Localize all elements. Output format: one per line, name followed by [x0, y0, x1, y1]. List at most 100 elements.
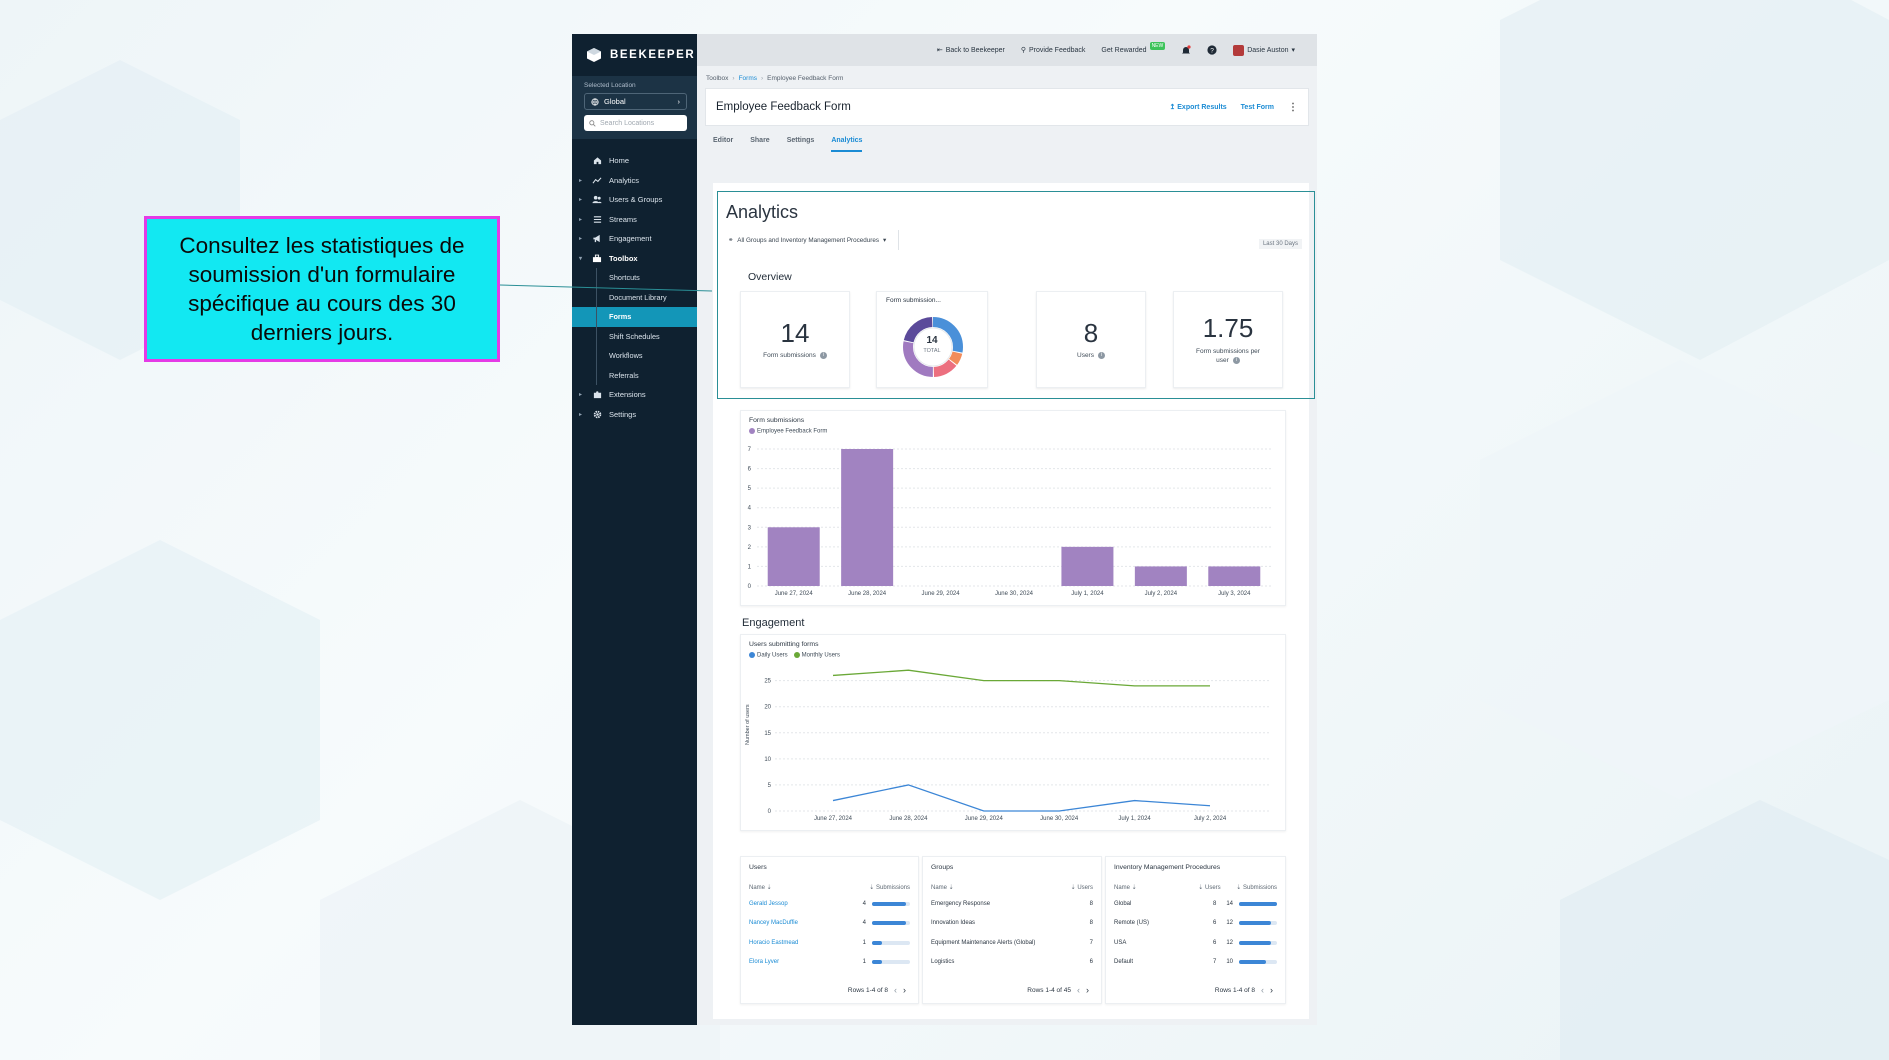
table-row[interactable]: Elora Lyver 1	[749, 953, 910, 973]
date-range-badge[interactable]: Last 30 Days	[1258, 239, 1302, 249]
table-row[interactable]: Equipment Maintenance Alerts (Global) 7	[931, 933, 1093, 953]
group-filter-select[interactable]: ⚭ All Groups and Inventory Management Pr…	[728, 237, 886, 244]
col-header-name[interactable]: Name ⇣	[749, 884, 772, 891]
row-value: 1	[862, 959, 866, 966]
location-search[interactable]: Search Locations	[584, 115, 687, 131]
prev-page-icon[interactable]: ‹	[1261, 985, 1264, 995]
tab-editor[interactable]: Editor	[713, 136, 734, 144]
back-to-beekeeper-link[interactable]: ⇤ Back to Beekeeper	[937, 46, 1005, 55]
caret-right-icon: ▸	[579, 236, 583, 243]
table-row[interactable]: Innovation Ideas 8	[931, 914, 1093, 934]
table-row[interactable]: Logistics 6	[931, 953, 1093, 973]
rewarded-label: Get Rewarded	[1101, 46, 1147, 54]
location-section: Selected Location Global › Search Locati…	[572, 76, 697, 139]
pager-label: Rows 1-4 of 8	[847, 986, 888, 994]
row-bar	[1239, 960, 1277, 965]
user-menu[interactable]: Dasie Auston ▾	[1233, 44, 1295, 56]
col-header-name[interactable]: Name ⇣	[1114, 884, 1137, 891]
analytics-highlight-box: Analytics ⚭ All Groups and Inventory Man…	[717, 191, 1315, 399]
more-options-icon[interactable]: ⋮	[1288, 101, 1298, 113]
analytics-title: Analytics	[726, 202, 799, 222]
x-tick-label: June 30, 2024	[995, 591, 1034, 597]
get-rewarded-link[interactable]: Get Rewarded NEW	[1101, 42, 1166, 54]
table-row[interactable]: Global 8 14	[1114, 894, 1277, 914]
notifications-button[interactable]	[1181, 45, 1191, 55]
sidebar-item-shift-schedules[interactable]: Shift Schedules	[609, 331, 660, 341]
breadcrumb-forms[interactable]: Forms	[738, 75, 757, 82]
info-icon[interactable]: i	[1097, 352, 1105, 359]
row-bar-fill	[872, 940, 882, 945]
inventory-table-card: Inventory Management Procedures Name ⇣ ⇣…	[1105, 856, 1286, 1004]
breadcrumb-toolbox[interactable]: Toolbox	[706, 75, 729, 82]
y-tick-label: 4	[748, 506, 752, 512]
row-bar	[872, 940, 910, 945]
sidebar-item-shortcuts[interactable]: Shortcuts	[609, 273, 640, 283]
line-chart: 0 5 10 15 20 25 June 27, 2024 June 28, 2024 June…	[764, 669, 1271, 822]
help-icon: ?	[1207, 45, 1217, 55]
y-tick-label: 7	[748, 447, 752, 453]
help-button[interactable]: ?	[1207, 45, 1217, 55]
table-row[interactable]: USA 6 12	[1114, 933, 1277, 953]
col-header-name[interactable]: Name ⇣	[931, 884, 954, 891]
col-header-submissions[interactable]: ⇣ Submissions	[869, 884, 910, 891]
col-header-users[interactable]: ⇣ Users	[1198, 884, 1221, 891]
sidebar-item-home[interactable]: Home	[572, 151, 697, 171]
row-name[interactable]: Horacio Eastmead	[749, 939, 799, 946]
row-name[interactable]: Gerald Jessop	[749, 900, 788, 907]
provide-feedback-link[interactable]: ⚲ Provide Feedback	[1021, 46, 1086, 55]
sidebar-item-settings[interactable]: ▸ Settings	[572, 405, 697, 425]
row-name: Default	[1114, 959, 1134, 966]
tab-share[interactable]: Share	[750, 136, 770, 144]
sidebar-item-extensions[interactable]: ▸ Extensions	[572, 385, 697, 405]
table-row[interactable]: Gerald Jessop 4	[749, 894, 910, 914]
inventory-table: Name ⇣ ⇣ Users ⇣ Submissions Global 8 14 Re…	[1114, 880, 1277, 972]
breadcrumb-current: Employee Feedback Form	[767, 75, 844, 82]
info-icon[interactable]: i	[819, 352, 827, 359]
row-name[interactable]: Elora Lyver	[749, 959, 780, 966]
sidebar-item-document-library[interactable]: Document Library	[609, 292, 667, 302]
sidebar-item-forms[interactable]: Forms	[572, 307, 697, 327]
table-row[interactable]: Horacio Eastmead 1	[749, 933, 910, 953]
tab-analytics[interactable]: Analytics	[831, 136, 863, 152]
sidebar-item-engagement[interactable]: ▸ Engagement	[572, 229, 697, 249]
sidebar-item-analytics[interactable]: ▸ Analytics	[572, 171, 697, 191]
sidebar-item-streams[interactable]: ▸ Streams	[572, 210, 697, 230]
col-header-submissions[interactable]: ⇣ Submissions	[1236, 884, 1277, 891]
sidebar-item-label: Extensions	[609, 390, 646, 400]
sidebar-item-workflows[interactable]: Workflows	[609, 351, 643, 361]
sidebar-item-toolbox[interactable]: ▾ Toolbox	[572, 249, 697, 269]
series-line	[832, 669, 1210, 687]
col-header-users[interactable]: ⇣ Users	[1070, 884, 1093, 891]
sidebar-item-referrals[interactable]: Referrals	[609, 370, 639, 380]
legend-swatch	[793, 652, 800, 658]
table-row[interactable]: Remote (US) 6 12	[1114, 914, 1277, 934]
row-name: Logistics	[931, 959, 955, 966]
donut-slice	[903, 317, 963, 377]
legend-label: Daily Users	[757, 652, 788, 659]
location-select[interactable]: Global ›	[584, 93, 687, 110]
next-page-icon[interactable]: ›	[1270, 985, 1273, 995]
row-name: USA	[1114, 939, 1127, 946]
table-title: Inventory Management Procedures	[1114, 864, 1221, 871]
next-page-icon[interactable]: ›	[903, 985, 906, 995]
bar	[841, 449, 894, 586]
table-row[interactable]: Default 7 10	[1114, 953, 1277, 973]
tab-settings[interactable]: Settings	[786, 136, 815, 144]
info-icon[interactable]: i	[1232, 356, 1240, 364]
row-name[interactable]: Nancey MacDuffie	[749, 920, 798, 927]
sidebar-item-users-groups[interactable]: ▸ Users & Groups	[572, 190, 697, 210]
prev-page-icon[interactable]: ‹	[894, 985, 897, 995]
table-header: Name ⇣ ⇣ Users ⇣ Submissions	[1114, 880, 1277, 894]
prev-page-icon[interactable]: ‹	[1077, 985, 1080, 995]
export-results-button[interactable]: ↥ Export Results	[1169, 103, 1226, 111]
topbar: ⇤ Back to Beekeeper ⚲ Provide Feedback Get…	[697, 34, 1317, 66]
row-bar	[872, 901, 910, 906]
next-page-icon[interactable]: ›	[1086, 985, 1089, 995]
tabs: Editor Share Settings Analytics	[705, 126, 1309, 154]
x-tick-label: June 27, 2024	[814, 816, 853, 822]
test-form-button[interactable]: Test Form	[1240, 103, 1274, 111]
table-row[interactable]: Nancey MacDuffie 4	[749, 914, 910, 934]
pager: Rows 1-4 of 8 ‹ ›	[1215, 985, 1273, 995]
table-row[interactable]: Emergency Response 8	[931, 894, 1093, 914]
brand-logo[interactable]: BEEKEEPER	[572, 34, 697, 76]
